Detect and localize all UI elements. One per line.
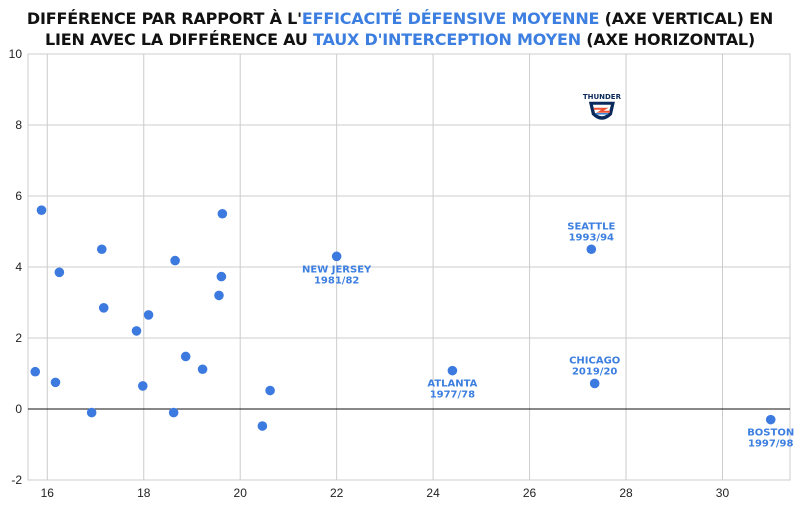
- x-tick-label: 30: [716, 486, 730, 500]
- y-tick-label: 8: [15, 118, 22, 132]
- data-point: [586, 244, 597, 255]
- data-point: [216, 271, 227, 282]
- data-point: [143, 310, 154, 320]
- y-tick-label: 10: [9, 47, 23, 61]
- data-point: [170, 255, 180, 266]
- y-tick-label: -2: [11, 473, 22, 487]
- data-point: [257, 421, 268, 431]
- data-points: [30, 205, 776, 431]
- okc-thunder-logo-icon: THUNDER: [583, 93, 622, 120]
- y-tick-label: 0: [15, 402, 22, 416]
- logo-wordmark: THUNDER: [583, 93, 622, 101]
- data-point: [214, 290, 224, 301]
- x-tick-label: 20: [234, 486, 248, 500]
- data-point: [180, 351, 191, 362]
- chart-title: DIFFÉRENCE PAR RAPPORT À L'EFFICACITÉ DÉ…: [0, 8, 800, 50]
- x-tick-label: 24: [426, 486, 440, 500]
- x-tick-label: 22: [330, 486, 344, 500]
- chart-title-line-2: LIEN AVEC LA DIFFÉRENCE AU TAUX D'INTERC…: [44, 30, 756, 49]
- x-tick-label: 16: [41, 486, 55, 500]
- y-tick-label: 6: [15, 189, 22, 203]
- x-tick-label: 26: [523, 486, 537, 500]
- x-tick-label: 28: [619, 486, 633, 500]
- data-point: [86, 407, 97, 418]
- point-annotation-line: 2019/20: [572, 366, 617, 377]
- data-point: [54, 267, 65, 278]
- grid-lines: [27, 53, 791, 481]
- data-point: [217, 208, 228, 219]
- data-point: [96, 244, 107, 255]
- chart-title-line-1: DIFFÉRENCE PAR RAPPORT À L'EFFICACITÉ DÉ…: [26, 9, 774, 28]
- point-annotation-line: NEW JERSEY: [302, 264, 372, 275]
- point-annotation-line: SEATTLE: [567, 221, 615, 232]
- y-tick-label: 2: [15, 331, 22, 345]
- title-highlight-interception-rate: TAUX D'INTERCEPTION MOYEN: [313, 30, 581, 49]
- data-point: [98, 303, 109, 313]
- data-point: [36, 205, 47, 215]
- data-point: [331, 251, 342, 262]
- logo-shield-shape: [588, 101, 615, 120]
- y-tick-label: 4: [15, 260, 22, 274]
- point-annotation-line: 1977/78: [430, 390, 475, 401]
- point-annotation-line: BOSTON: [747, 428, 794, 439]
- point-annotation-line: 1981/82: [314, 275, 359, 286]
- data-point: [168, 407, 179, 418]
- data-point: [447, 365, 458, 376]
- title-highlight-defensive-efficiency: EFFICACITÉ DÉFENSIVE MOYENNE: [301, 9, 600, 28]
- point-annotation-line: 1993/94: [569, 232, 614, 243]
- data-point: [589, 378, 600, 389]
- logo-bolt: [593, 107, 610, 113]
- data-point: [265, 385, 275, 396]
- data-point: [30, 366, 41, 377]
- x-tick-label: 18: [137, 486, 151, 500]
- data-point: [50, 377, 61, 388]
- point-annotation-line: 1997/98: [748, 439, 793, 450]
- point-annotation-line: ATLANTA: [427, 379, 477, 390]
- data-point: [131, 326, 142, 336]
- data-point: [765, 414, 776, 425]
- point-annotation-line: CHICAGO: [569, 355, 620, 366]
- data-point: [197, 364, 208, 375]
- point-annotations: NEW JERSEY1981/82ATLANTA1977/78SEATTLE19…: [302, 221, 794, 449]
- data-point: [137, 381, 148, 391]
